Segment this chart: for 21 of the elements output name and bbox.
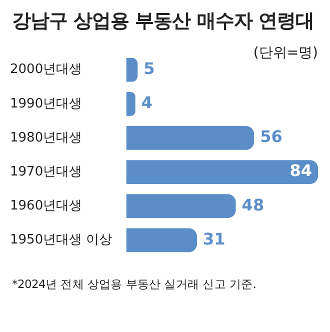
text: *2024년 전체 상업용 부동산 실거래 신고 기준. [12, 277, 256, 292]
data-label: 4 [141, 93, 152, 112]
data-label: 84 [290, 161, 312, 180]
data-label: 31 [202, 229, 226, 248]
y-tick-label: 1950년대생 이상 [10, 232, 112, 248]
y-tick-label: 1980년대생 [10, 130, 82, 146]
y-tick-label: 2000년대생 [10, 62, 82, 78]
annotation: (단위=명) [253, 44, 318, 62]
data-label: 48 [242, 195, 264, 214]
data-label: 56 [260, 127, 282, 146]
chart-title: 강남구 상업용 부동산 매수자 연령대 [12, 9, 314, 34]
bar [126, 160, 318, 184]
data-label: 5 [144, 58, 155, 78]
y-tick-label: 1960년대생 [10, 198, 82, 214]
y-tick-label: 1970년대생 [10, 164, 82, 180]
bar [126, 228, 197, 252]
bar [126, 126, 254, 150]
bar [126, 58, 138, 82]
bar [126, 194, 236, 218]
bar [126, 92, 136, 116]
y-tick-label: 1990년대생 [10, 96, 82, 112]
